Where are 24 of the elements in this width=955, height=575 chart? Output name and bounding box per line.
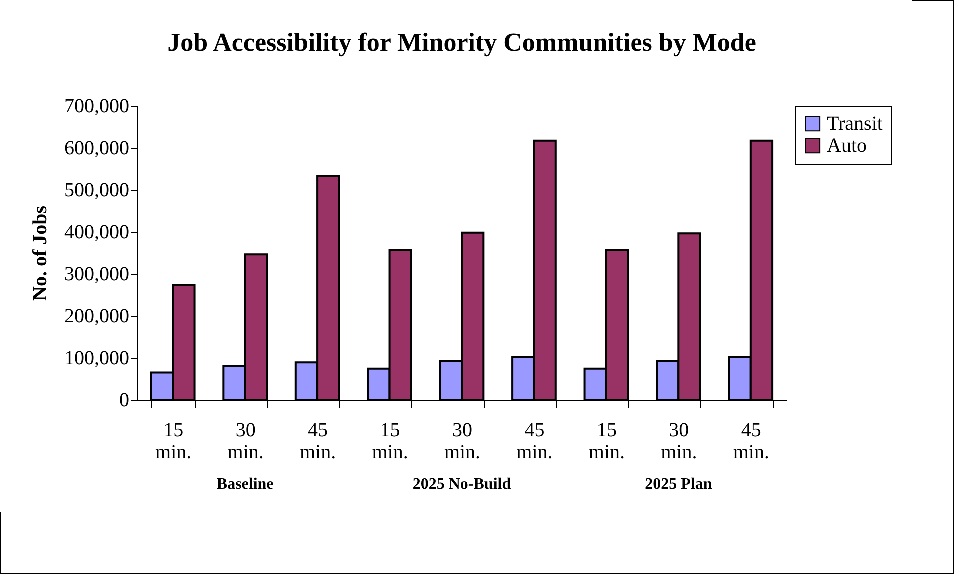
legend-label: Transit — [827, 113, 884, 135]
y-tick-label: 700,000 — [64, 96, 130, 118]
y-tick-label: 500,000 — [64, 180, 130, 202]
y-tick-label: 200,000 — [64, 306, 130, 328]
x-tick-label: 45 min. — [300, 420, 336, 464]
x-tick-label: 30 min. — [444, 420, 481, 464]
text: 2025 No-Build — [412, 476, 512, 493]
y-axis-title: No. of Jobs — [30, 206, 52, 302]
x-tick-label: 30 min. — [661, 420, 698, 464]
x-tick-label: 45 min. — [516, 420, 553, 464]
y-tick-label: 300,000 — [64, 264, 130, 286]
y-tick-label: 600,000 — [64, 138, 130, 160]
text: 2025 Plan — [645, 476, 712, 493]
x-tick-label: 15 min. — [372, 420, 408, 464]
y-tick-label: 0 — [120, 390, 130, 412]
x-tick-label: 45 min. — [733, 420, 770, 464]
legend-label: Auto — [827, 135, 867, 157]
x-tick-label: 15 min. — [588, 420, 626, 464]
y-tick-label: 100,000 — [64, 348, 130, 370]
x-tick-label: 30 min. — [228, 420, 264, 464]
text: Baseline — [216, 476, 274, 493]
y-tick-label: 400,000 — [64, 222, 130, 244]
x-tick-label: 15 min. — [156, 420, 192, 464]
chart-title: Job Accessibility for Minority Communities by Mode — [168, 28, 756, 57]
